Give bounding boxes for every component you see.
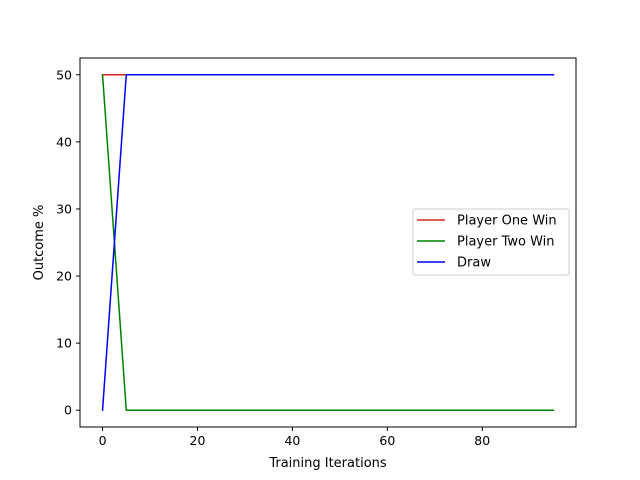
- series-line-2: [101, 74, 555, 412]
- legend-label-0: Player One Win: [457, 214, 557, 229]
- x-tick-label: 60: [379, 433, 395, 448]
- legend-label-1: Player Two Win: [457, 235, 555, 250]
- y-axis-label: Outcome %: [32, 205, 47, 281]
- x-axis-ticks: 0 20 40 60 80: [99, 427, 490, 448]
- y-tick-label: 20: [56, 269, 72, 284]
- y-tick-label: 0: [64, 403, 72, 418]
- y-tick-label: 30: [56, 201, 72, 216]
- x-tick-label: 20: [190, 433, 206, 448]
- y-tick-label: 40: [56, 134, 72, 149]
- x-tick-label: 0: [99, 433, 107, 448]
- plot-frame: [79, 57, 577, 428]
- legend: Player One Win Player Two Win Draw: [412, 208, 570, 276]
- y-tick-label: 10: [56, 336, 72, 351]
- y-tick-label: 50: [56, 67, 72, 82]
- x-axis-label: Training Iterations: [268, 456, 387, 471]
- series-layer: [101, 73, 555, 412]
- legend-label-2: Draw: [457, 256, 491, 271]
- legend-box: [412, 208, 570, 276]
- series-line-1: [101, 73, 555, 411]
- x-tick-label: 80: [474, 433, 490, 448]
- x-tick-label: 40: [284, 433, 300, 448]
- y-axis-ticks: 0 10 20 30 40 50: [56, 67, 80, 418]
